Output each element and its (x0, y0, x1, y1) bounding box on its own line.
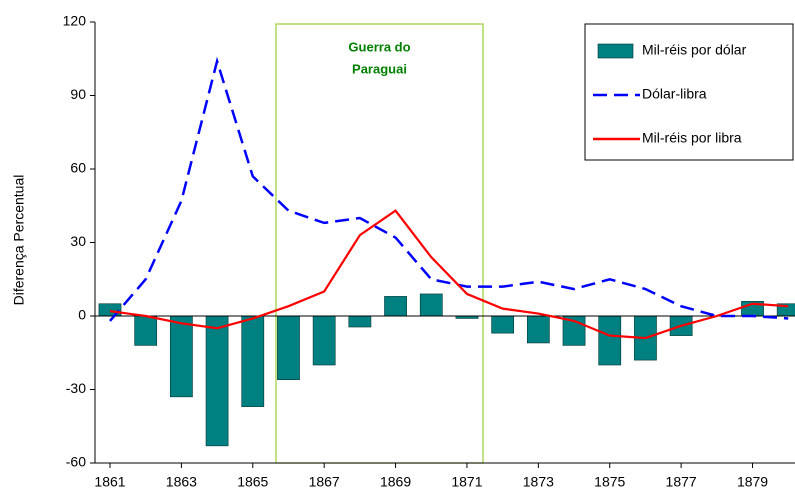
x-tick-label: 1875 (594, 474, 625, 490)
bar (526, 315, 550, 344)
bar (134, 315, 158, 346)
annotation-text: Guerra do (348, 39, 410, 54)
legend-label: Dólar-libra (642, 86, 707, 102)
bar (348, 315, 372, 328)
bar (312, 315, 336, 366)
y-tick-label: -60 (66, 454, 86, 470)
line (109, 56, 789, 322)
y-tick-label: -30 (66, 380, 86, 396)
y-tick-label: 30 (70, 233, 86, 249)
bar (98, 303, 122, 317)
x-tick-label: 1867 (309, 474, 340, 490)
bar (277, 315, 300, 381)
x-tick-label: 1865 (237, 474, 268, 490)
bar (491, 315, 515, 334)
x-tick-label: 1869 (380, 474, 411, 490)
legend-label: Mil-réis por libra (642, 130, 742, 146)
y-tick-label: 120 (63, 13, 87, 29)
legend-label: Mil-réis por dólar (642, 42, 747, 58)
legend-swatch (597, 43, 634, 59)
x-tick-label: 1873 (523, 474, 554, 490)
y-tick-label: 60 (70, 160, 86, 176)
annotation-text: Paraguai (352, 61, 407, 76)
bar (170, 315, 193, 398)
bar (205, 315, 229, 447)
x-tick-label: 1879 (737, 474, 768, 490)
x-tick-label: 1861 (94, 474, 125, 490)
x-tick-label: 1871 (451, 474, 482, 490)
y-tick-label: 0 (78, 307, 86, 323)
bar (384, 296, 407, 317)
annotation-box (275, 23, 484, 464)
y-tick-label: 90 (70, 86, 86, 102)
bar (241, 315, 265, 407)
bar (598, 315, 622, 366)
bar (419, 293, 443, 317)
x-tick-label: 1863 (166, 474, 197, 490)
y-axis-label: Diferença Percentual (11, 175, 27, 306)
line (109, 209, 789, 340)
x-tick-label: 1877 (666, 474, 697, 490)
